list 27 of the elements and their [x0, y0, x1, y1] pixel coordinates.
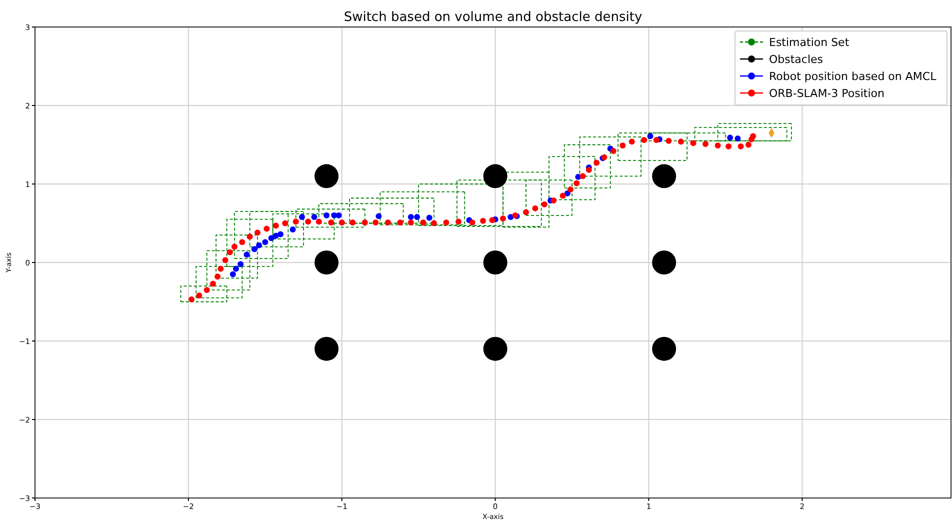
point: [277, 231, 284, 238]
legend-label: Obstacles: [769, 53, 824, 66]
chart-title: Switch based on volume and obstacle density: [344, 10, 642, 25]
point: [298, 214, 305, 220]
legend-label: Estimation Set: [769, 36, 850, 49]
point: [251, 246, 258, 252]
point: [647, 133, 654, 140]
point: [238, 261, 244, 268]
point: [268, 235, 274, 242]
point: [508, 214, 514, 220]
point: [376, 213, 382, 220]
point: [324, 212, 330, 218]
point: [727, 134, 734, 141]
point: [311, 214, 318, 220]
point: [426, 214, 432, 221]
legend-label: Robot position based on AMCL: [769, 70, 938, 83]
point: [233, 266, 239, 272]
point: [244, 252, 250, 258]
point: [336, 212, 342, 218]
point: [734, 135, 741, 142]
point: [408, 214, 414, 220]
point: [230, 271, 236, 278]
point: [256, 242, 262, 248]
point: [414, 214, 420, 220]
legend-label: ORB-SLAM-3 Position: [769, 87, 885, 100]
point: [262, 239, 268, 246]
point: [290, 226, 296, 233]
